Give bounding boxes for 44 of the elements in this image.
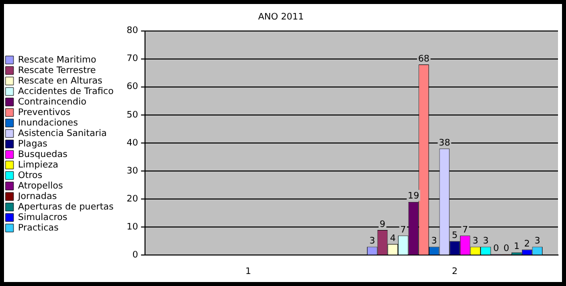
data-label: 68	[418, 54, 430, 64]
data-label: 3	[431, 236, 437, 247]
y-tick-label: 70	[126, 54, 138, 64]
y-tick-label: 50	[126, 110, 138, 120]
legend-label: Limpieza	[18, 160, 58, 170]
data-label: 2	[524, 239, 530, 250]
legend-label: Contraincendio	[18, 97, 87, 108]
data-label: 38	[438, 138, 450, 148]
data-label: 0	[493, 244, 500, 254]
legend-label: Practicas	[18, 223, 59, 234]
y-tick-label: 60	[126, 82, 138, 92]
legend-label: Busquedas	[18, 150, 68, 160]
data-label: 19	[408, 192, 420, 202]
y-tick-label: 20	[126, 194, 138, 204]
data-label: 5	[452, 231, 458, 242]
data-label: 3	[472, 236, 478, 247]
legend-label: Accidentes de Trafico	[18, 86, 114, 97]
y-tick-label: 10	[126, 222, 138, 232]
legend-label: Simulacros	[18, 212, 68, 223]
data-label: 0	[504, 244, 510, 254]
legend-label: Preventivos	[18, 108, 71, 118]
legend-label: Plagas	[18, 139, 48, 150]
chart-title: ANO 2011	[258, 12, 304, 23]
legend-label: Otros	[18, 170, 43, 181]
legend-label: Inundaciones	[18, 118, 78, 128]
data-label: 1	[514, 242, 520, 252]
y-tick-label: 30	[126, 166, 138, 176]
data-label: 7	[462, 225, 468, 236]
y-tick-label: 40	[126, 138, 138, 148]
legend-label: Jornadas	[17, 192, 58, 202]
data-label: 3	[534, 236, 540, 247]
data-label: 9	[380, 220, 386, 230]
legend-label: Rescate en Alturas	[18, 76, 103, 86]
data-label: 7	[400, 225, 406, 236]
legend-label: Atropellos	[18, 181, 64, 192]
data-label: 3	[482, 236, 489, 247]
legend-label: Aperturas de puertas	[18, 202, 114, 212]
legend-label: Rescate Terrestre	[18, 66, 96, 76]
legend-label: Rescate Maritimo	[18, 55, 97, 66]
data-label: 3	[369, 236, 376, 247]
data-label: 4	[390, 234, 396, 244]
y-tick-label: 0	[132, 250, 138, 261]
legend-label: Asistencia Sanitaria	[18, 128, 107, 139]
y-tick-label: 80	[126, 26, 138, 36]
